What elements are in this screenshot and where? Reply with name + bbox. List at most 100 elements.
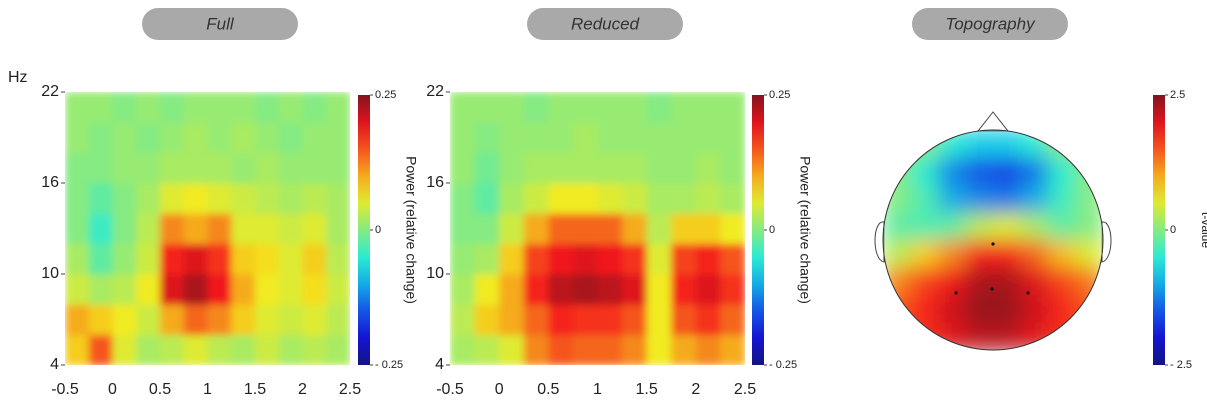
- heatmap: [65, 92, 350, 365]
- y-tick-label: 22: [41, 83, 59, 100]
- heatmap-cell: [112, 122, 137, 154]
- heatmap-cell: [231, 122, 256, 154]
- y-tick-label: 10: [426, 265, 444, 282]
- heatmap-cell: [278, 183, 303, 214]
- heatmap-cell: [231, 183, 256, 214]
- heatmap-cell: [160, 183, 185, 214]
- x-tick-label: 0: [108, 381, 117, 398]
- heatmap-cell: [326, 92, 350, 123]
- topomap-cell: [1075, 295, 1103, 323]
- heatmap-cell: [548, 243, 574, 275]
- heatmap-cell: [474, 304, 500, 336]
- heatmap-cell: [112, 213, 137, 245]
- heatmap-cell: [572, 243, 598, 275]
- heatmap-cell: [255, 152, 280, 184]
- heatmap-cell: [183, 92, 208, 123]
- topomap-cell: [993, 295, 1021, 323]
- heatmap-cell: [499, 274, 525, 305]
- head-outline: [874, 111, 1112, 263]
- topomap-cell: [965, 295, 994, 323]
- topomap-cell: [1020, 295, 1049, 323]
- heatmap-cell: [278, 92, 303, 123]
- topomap-cell: [938, 185, 966, 213]
- heatmap-cell: [695, 243, 721, 275]
- heatmap-cell: [183, 334, 208, 365]
- heatmap-cell: [302, 213, 327, 245]
- heatmap-cell: [523, 183, 549, 214]
- heatmap-cell: [450, 152, 476, 184]
- x-tick-label: 0.5: [537, 381, 559, 398]
- topomap-cell: [1075, 185, 1103, 213]
- heatmap-cell: [65, 183, 90, 214]
- heatmap-cell: [278, 274, 303, 305]
- heatmap-cell: [695, 304, 721, 336]
- heatmap-cell: [548, 183, 574, 214]
- heatmap-cell: [622, 334, 648, 365]
- heatmap-cell: [523, 92, 549, 123]
- heatmap-cell: [474, 122, 500, 154]
- heatmap-cell: [622, 122, 648, 154]
- heatmap-cell: [136, 274, 161, 305]
- heatmap-cell: [278, 122, 303, 154]
- topomap-cell: [883, 212, 911, 241]
- topomap-cell: [938, 322, 966, 350]
- heatmap-cell: [207, 243, 232, 275]
- heatmap-cell: [207, 152, 232, 184]
- colorbar-label: Power (relative change): [797, 156, 813, 304]
- heatmap-cell: [523, 122, 549, 154]
- heatmap-cell: [499, 213, 525, 245]
- heatmap-cell: [474, 92, 500, 123]
- electrode: [990, 287, 994, 291]
- topomap-cell: [993, 322, 1021, 350]
- heatmap-cell: [255, 304, 280, 336]
- heatmap-cell: [646, 122, 672, 154]
- colorbar-tick-label: 0: [769, 224, 775, 236]
- heatmap-cell: [88, 92, 113, 123]
- heatmap-cell: [450, 304, 476, 336]
- colorbar-tick-label: - 0.25: [769, 359, 797, 371]
- panel-title: Reduced: [571, 14, 640, 33]
- heatmap-cell: [597, 183, 623, 214]
- heatmap-cell: [255, 183, 280, 214]
- heatmap-cell: [136, 152, 161, 184]
- heatmap-cell: [523, 152, 549, 184]
- heatmap-cell: [231, 243, 256, 275]
- heatmap-cell: [671, 274, 697, 305]
- y-tick-label: 10: [41, 265, 59, 282]
- y-tick-label: 22: [426, 83, 444, 100]
- heatmap-cell: [646, 183, 672, 214]
- heatmap-cell: [450, 213, 476, 245]
- topomap-cell: [883, 130, 911, 158]
- heatmap-cell: [160, 213, 185, 245]
- heatmap-cell: [548, 304, 574, 336]
- heatmap-cell: [622, 304, 648, 336]
- y-axis-label: Hz: [8, 69, 28, 86]
- topomap-cell: [910, 267, 939, 296]
- heatmap-cell: [720, 243, 745, 275]
- x-tick-label: 2.5: [734, 381, 756, 398]
- heatmap-cell: [523, 274, 549, 305]
- heatmap-cell: [112, 274, 137, 305]
- heatmap-cell: [646, 243, 672, 275]
- colorbar-tick-label: 0: [375, 224, 381, 236]
- heatmap-cell: [720, 213, 745, 245]
- heatmap-cell: [695, 183, 721, 214]
- colorbar-tick-label: 0.25: [769, 89, 790, 101]
- electrode: [1026, 291, 1030, 295]
- topomap-cell: [965, 212, 994, 241]
- heatmap-cell: [112, 183, 137, 214]
- heatmap-cell: [302, 183, 327, 214]
- heatmap-cell: [695, 334, 721, 365]
- colorbar-tick-label: 0: [1170, 224, 1176, 236]
- heatmap-cell: [523, 334, 549, 365]
- topomap-cell: [965, 267, 994, 296]
- heatmap-cell: [278, 243, 303, 275]
- heatmap-cell: [88, 183, 113, 214]
- topomap-cell: [1048, 157, 1076, 186]
- heatmap-cell: [572, 213, 598, 245]
- heatmap-cell: [671, 183, 697, 214]
- heatmap-cell: [523, 213, 549, 245]
- heatmap-cell: [671, 304, 697, 336]
- heatmap-cell: [548, 334, 574, 365]
